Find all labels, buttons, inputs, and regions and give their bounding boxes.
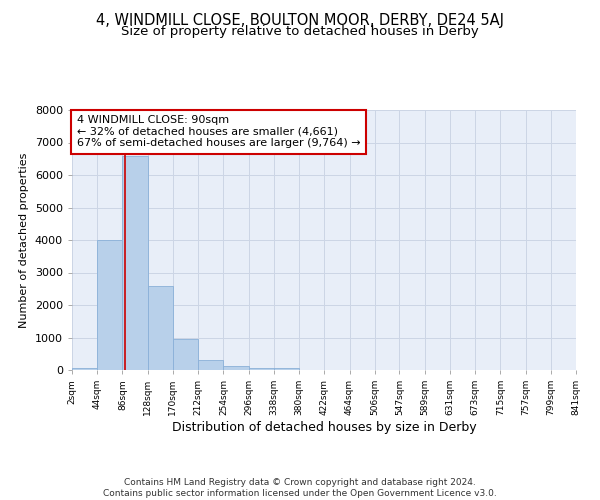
Bar [248, 368, 274, 370]
Text: Size of property relative to detached houses in Derby: Size of property relative to detached ho… [121, 25, 479, 38]
Text: 4, WINDMILL CLOSE, BOULTON MOOR, DERBY, DE24 5AJ: 4, WINDMILL CLOSE, BOULTON MOOR, DERBY, … [96, 12, 504, 28]
Bar [223, 366, 248, 370]
X-axis label: Distribution of detached houses by size in Derby: Distribution of detached houses by size … [172, 421, 476, 434]
Bar [173, 339, 198, 370]
Bar [274, 368, 299, 370]
Bar [198, 360, 223, 370]
Text: Contains HM Land Registry data © Crown copyright and database right 2024.
Contai: Contains HM Land Registry data © Crown c… [103, 478, 497, 498]
Bar [97, 240, 122, 370]
Bar [148, 286, 173, 370]
Bar [122, 156, 148, 370]
Bar [72, 368, 97, 370]
Y-axis label: Number of detached properties: Number of detached properties [19, 152, 29, 328]
Text: 4 WINDMILL CLOSE: 90sqm
← 32% of detached houses are smaller (4,661)
67% of semi: 4 WINDMILL CLOSE: 90sqm ← 32% of detache… [77, 115, 361, 148]
